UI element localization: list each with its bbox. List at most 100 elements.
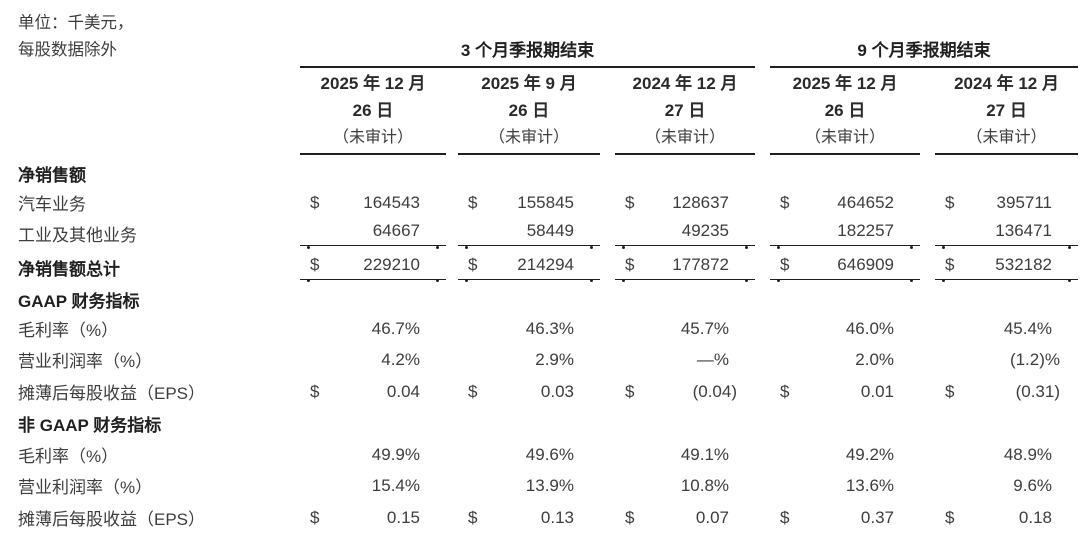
cell-value: 177872 xyxy=(672,254,730,274)
table-row-nongaap-operating-margin: 营业利润率（%） 15.4% 13.9% 10.8% 13.6% 9.6% xyxy=(0,470,1078,501)
cell-value: 0.18 xyxy=(1018,507,1053,527)
cell-value: 13.6% xyxy=(845,475,895,495)
cell-value: 45.4% xyxy=(1003,318,1053,338)
row-label: 净销售额总计 xyxy=(18,259,120,279)
cell-value: 464652 xyxy=(837,192,895,212)
table-row-gaap-eps: 摊薄后每股收益（EPS） $0.04 $0.03 $ (0.04) $0.01 $… xyxy=(0,375,1078,408)
unaudited-note: （未审计） xyxy=(488,128,569,146)
table-row-gaap-gross-margin: 毛利率（%） 46.7% 46.3% 45.7% 46.0% 45.4% xyxy=(0,313,1078,344)
group-header-9month: 9 个月季报期结束 xyxy=(770,36,1079,68)
row-label: GAAP 财务指标 xyxy=(18,291,140,311)
cell-value: —% xyxy=(696,349,730,369)
cell-value: 229210 xyxy=(363,254,420,274)
cell-value: 214294 xyxy=(517,254,574,274)
group-header-cell-9month: 9 个月季报期结束 xyxy=(755,6,1079,68)
unit-note-line2: 每股数据除外 xyxy=(18,41,117,59)
dollar-sign: $ xyxy=(310,507,320,527)
cell-value: 0.01 xyxy=(860,381,895,401)
dollar-sign: $ xyxy=(780,254,790,274)
unaudited-note: （未审计） xyxy=(805,128,886,146)
cell-value: (1.2)% xyxy=(1009,349,1061,369)
column-header-1: 2025 年 12 月 26 日 （未审计） xyxy=(300,70,446,155)
cell-value: 136471 xyxy=(995,221,1053,240)
cell-value: 0.15 xyxy=(386,507,420,527)
cell-value: 49.2% xyxy=(845,444,895,464)
dollar-sign: $ xyxy=(625,192,635,212)
table-row-gaap-section: GAAP 财务指标 xyxy=(0,282,1078,313)
row-label: 非 GAAP 财务指标 xyxy=(18,416,162,435)
cell-value: 46.7% xyxy=(371,318,420,338)
dollar-sign: $ xyxy=(625,254,635,274)
dollar-sign: $ xyxy=(780,192,790,212)
cell-value: 155845 xyxy=(517,192,574,212)
row-label: 营业利润率（%） xyxy=(18,478,153,497)
unit-note: 单位：千美元， 每股数据除外 xyxy=(0,6,300,68)
dollar-sign: $ xyxy=(468,192,478,212)
cell-value: 46.3% xyxy=(525,318,574,338)
unaudited-note: （未审计） xyxy=(645,128,726,146)
dollar-sign: $ xyxy=(310,381,320,401)
dollar-sign: $ xyxy=(468,381,478,401)
cell-value: 0.37 xyxy=(860,507,895,527)
cell-value: 164543 xyxy=(363,192,420,212)
unaudited-note: （未审计） xyxy=(332,128,413,146)
dollar-sign: $ xyxy=(468,507,478,527)
group-header-3month: 3 个月季报期结束 xyxy=(300,36,756,68)
cell-value: 128637 xyxy=(672,192,730,212)
dollar-sign: $ xyxy=(310,254,320,274)
cell-value: 49.1% xyxy=(680,444,730,464)
table-row-nongaap-gross-margin: 毛利率（%） 49.9% 49.6% 49.1% 49.2% 48.9% xyxy=(0,439,1078,470)
dollar-sign: $ xyxy=(945,507,955,527)
dollar-sign: $ xyxy=(780,381,790,401)
cell-value: 15.4% xyxy=(371,475,420,495)
cell-value: 0.04 xyxy=(386,381,420,401)
cell-value: 49235 xyxy=(681,221,730,240)
financial-results-table: 单位：千美元， 每股数据除外 3 个月季报期结束 9 个月季报期结束 2025 … xyxy=(0,6,1079,534)
table-row-nongaap-section: 非 GAAP 财务指标 xyxy=(0,408,1078,439)
unaudited-note: （未审计） xyxy=(966,128,1047,146)
cell-value: 13.9% xyxy=(525,475,574,495)
cell-value: 0.03 xyxy=(540,381,574,401)
dollar-sign: $ xyxy=(310,192,320,212)
row-label: 毛利率（%） xyxy=(18,321,119,340)
cell-value: 9.6% xyxy=(1013,475,1053,495)
cell-value: 646909 xyxy=(837,254,895,274)
row-label: 汽车业务 xyxy=(18,195,86,214)
cell-value: (0.31) xyxy=(1015,381,1061,401)
table-row-total-net-sales: 净销售额总计 $229210 $214294 $177872 $646909 $… xyxy=(0,249,1079,282)
dollar-sign: $ xyxy=(468,254,478,274)
row-label: 净销售额 xyxy=(18,165,86,185)
table-row-automotive: 汽车业务 $164543 $155845 $128637 $464652 $39… xyxy=(0,187,1078,218)
table-row-net-sales-section: 净销售额 xyxy=(0,156,1078,187)
group-header-cell-3month: 3 个月季报期结束 xyxy=(300,6,756,68)
column-header-2: 2025 年 9 月 26 日 （未审计） xyxy=(458,70,600,155)
cell-value: 46.0% xyxy=(845,318,895,338)
cell-value: 2.0% xyxy=(855,349,895,369)
table-row-industrial-other: 工业及其他业务 64667 58449 49235 182257 136471 xyxy=(0,218,1079,249)
row-label: 工业及其他业务 xyxy=(18,226,137,245)
cell-value: 0.07 xyxy=(695,507,730,527)
dollar-sign: $ xyxy=(625,381,635,401)
table-header-groups: 单位：千美元， 每股数据除外 3 个月季报期结束 9 个月季报期结束 xyxy=(0,6,1079,68)
row-label: 毛利率（%） xyxy=(18,447,119,466)
cell-value: 2.9% xyxy=(535,349,574,369)
table-row-nongaap-eps: 摊薄后每股收益（EPS） $0.15 $0.13 $0.07 $0.37 $0.… xyxy=(0,501,1078,534)
table-header-dates: 2025 年 12 月 26 日 （未审计） 2025 年 9 月 26 日 （… xyxy=(0,68,1079,156)
dollar-sign: $ xyxy=(625,507,635,527)
column-header-3: 2024 年 12 月 27 日 （未审计） xyxy=(615,70,756,155)
dollar-sign: $ xyxy=(945,381,955,401)
dollar-sign: $ xyxy=(780,507,790,527)
cell-value: 64667 xyxy=(372,221,420,240)
cell-value: 4.2% xyxy=(381,349,420,369)
cell-value: 49.6% xyxy=(525,444,574,464)
cell-value: 395711 xyxy=(996,192,1053,212)
cell-value: 48.9% xyxy=(1003,444,1053,464)
cell-value: 58449 xyxy=(526,221,574,240)
column-header-5: 2024 年 12 月 27 日 （未审计） xyxy=(935,70,1079,155)
dollar-sign: $ xyxy=(945,254,955,274)
dollar-sign: $ xyxy=(945,192,955,212)
cell-value: 45.7% xyxy=(680,318,730,338)
cell-value: 0.13 xyxy=(540,507,574,527)
cell-value: (0.04) xyxy=(692,381,738,401)
